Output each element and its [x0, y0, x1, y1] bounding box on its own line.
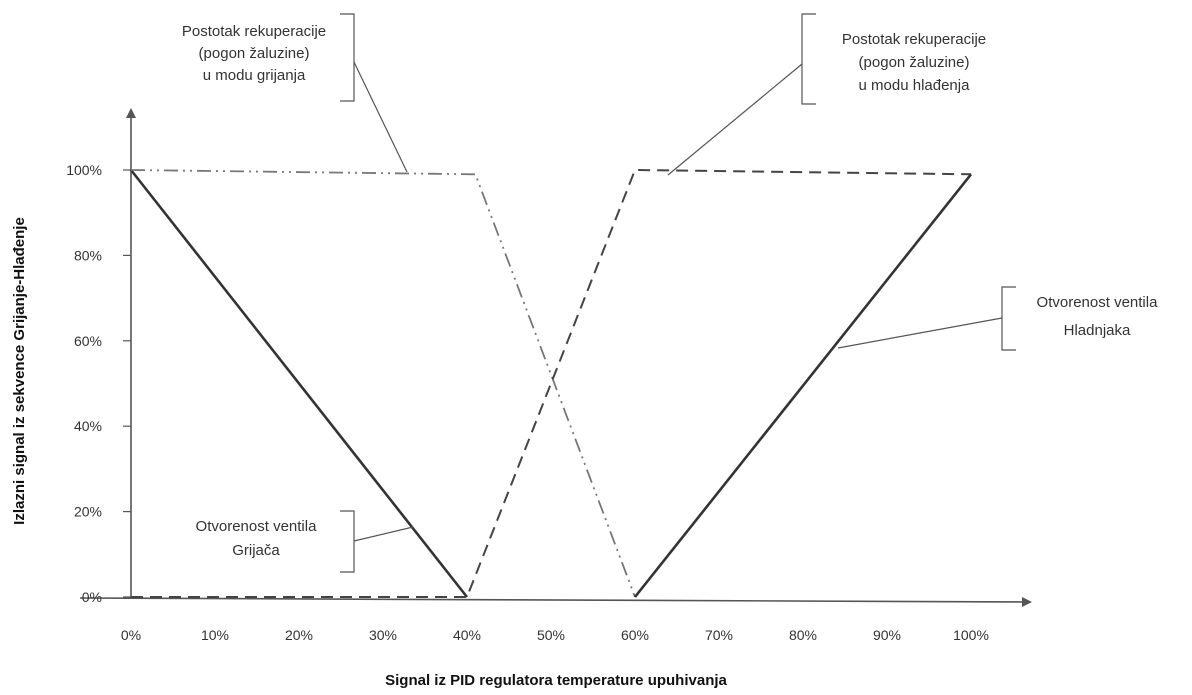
annotation-recovery-cooling: Postotak rekuperacije (pogon žaluzine) u…: [667, 13, 986, 176]
y-tick-label: 60%: [74, 333, 102, 349]
annotation-leader: [353, 61, 408, 173]
x-tick-label: 30%: [369, 627, 397, 643]
x-tick-label: 40%: [453, 627, 481, 643]
y-tick-label: 20%: [74, 504, 102, 520]
annotation-bracket: [1001, 286, 1016, 351]
annotation-leader: [353, 526, 414, 542]
x-tick-label: 100%: [953, 627, 989, 643]
annotation-bracket: [340, 510, 355, 573]
annotation-text: u modu grijanja: [203, 67, 306, 84]
y-tick-label: 80%: [74, 247, 102, 263]
annotation-text: u modu hlađenja: [859, 77, 971, 94]
annotation-text: (pogon žaluzine): [199, 45, 310, 62]
annotation-bracket: [801, 13, 816, 105]
series-layer: [129, 169, 973, 598]
annotation-cooling-valve: Otvorenost ventila Hladnjaka: [837, 286, 1159, 351]
x-axis-ticks: 0% 10% 20% 30% 40% 50% 60% 70% 80% 90% 100%: [121, 627, 989, 643]
x-tick-label: 50%: [537, 627, 565, 643]
x-axis-line: [79, 596, 1032, 607]
x-axis-title: Signal iz PID regulatora temperature upu…: [385, 672, 727, 689]
annotation-text: Otvorenost ventila: [196, 518, 318, 535]
annotation-leader: [837, 317, 1003, 349]
annotation-text: Grijača: [232, 542, 280, 559]
annotation-recovery-heating: Postotak rekuperacije (pogon žaluzine) u…: [182, 13, 408, 173]
annotation-text: Postotak rekuperacije: [842, 31, 986, 48]
annotation-text: (pogon žaluzine): [859, 54, 970, 71]
y-tick-label: 100%: [66, 162, 102, 178]
annotation-text: Postotak rekuperacije: [182, 23, 326, 40]
annotation-text: Hladnjaka: [1064, 322, 1131, 339]
x-tick-label: 60%: [621, 627, 649, 643]
y-tick-label: 0%: [82, 589, 102, 605]
series-line-heating-valve: [129, 169, 469, 598]
x-tick-label: 0%: [121, 627, 141, 643]
y-axis-ticks: 0% 20% 40% 60% 80% 100%: [66, 162, 131, 605]
annotation-heating-valve: Otvorenost ventila Grijača: [196, 510, 414, 573]
annotation-text: Otvorenost ventila: [1037, 294, 1159, 311]
x-tick-label: 70%: [705, 627, 733, 643]
annotation-leader: [667, 63, 803, 176]
x-tick-label: 20%: [285, 627, 313, 643]
series-line-cooling-valve: [633, 173, 973, 598]
x-tick-label: 80%: [789, 627, 817, 643]
y-tick-label: 40%: [74, 418, 102, 434]
y-axis-title: Izlazni signal iz sekvence Grijanje-Hlađ…: [11, 217, 28, 525]
annotation-bracket: [340, 13, 355, 102]
x-tick-label: 90%: [873, 627, 901, 643]
x-tick-label: 10%: [201, 627, 229, 643]
